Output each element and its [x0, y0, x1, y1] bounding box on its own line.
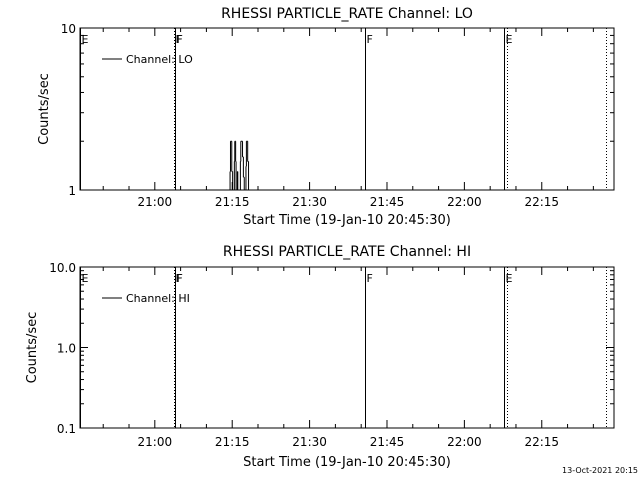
y-tick-label: 1.0	[57, 342, 76, 356]
x-tick-label: 21:15	[215, 195, 250, 209]
y-axis-label: Counts/sec	[37, 73, 52, 145]
footer-timestamp: 13-Oct-2021 20:15	[562, 466, 638, 475]
y-tick-label: 10	[61, 22, 76, 36]
x-tick-label: 22:00	[447, 435, 482, 449]
legend-label: Channel: LO	[126, 53, 193, 66]
event-marker-label: F	[367, 272, 373, 285]
x-tick-label: 22:00	[447, 195, 482, 209]
y-tick-label: 10.0	[49, 261, 76, 275]
x-tick-label: 22:15	[524, 435, 559, 449]
event-marker-label: E	[82, 272, 89, 285]
x-tick-label: 21:15	[215, 435, 250, 449]
chart-title: RHESSI PARTICLE_RATE Channel: HI	[223, 244, 471, 260]
legend-label: Channel: HI	[126, 292, 190, 305]
x-tick-label: 21:45	[370, 435, 405, 449]
x-tick-label: 21:30	[292, 435, 327, 449]
x-tick-label: 21:45	[370, 195, 405, 209]
event-marker-label: E	[506, 272, 513, 285]
event-marker-label: E	[82, 33, 89, 46]
x-axis-label: Start Time (19-Jan-10 20:45:30)	[243, 213, 451, 228]
chart-title: RHESSI PARTICLE_RATE Channel: LO	[221, 6, 473, 22]
y-tick-label: 0.1	[57, 422, 76, 436]
x-tick-label: 21:30	[292, 195, 327, 209]
y-tick-label: 1	[68, 184, 76, 198]
series-0	[227, 140, 250, 191]
event-marker-label: F	[177, 33, 183, 46]
x-tick-label: 21:00	[138, 195, 173, 209]
x-axis-label: Start Time (19-Jan-10 20:45:30)	[243, 455, 451, 470]
event-marker-label: F	[367, 33, 373, 46]
x-tick-label: 21:00	[138, 435, 173, 449]
x-tick-label: 22:15	[524, 195, 559, 209]
event-marker-label: F	[176, 272, 182, 285]
event-marker-label: F	[177, 272, 183, 285]
event-marker-label: E	[506, 33, 513, 46]
event-marker-label: F	[176, 33, 182, 46]
y-axis-label: Counts/sec	[25, 312, 40, 384]
